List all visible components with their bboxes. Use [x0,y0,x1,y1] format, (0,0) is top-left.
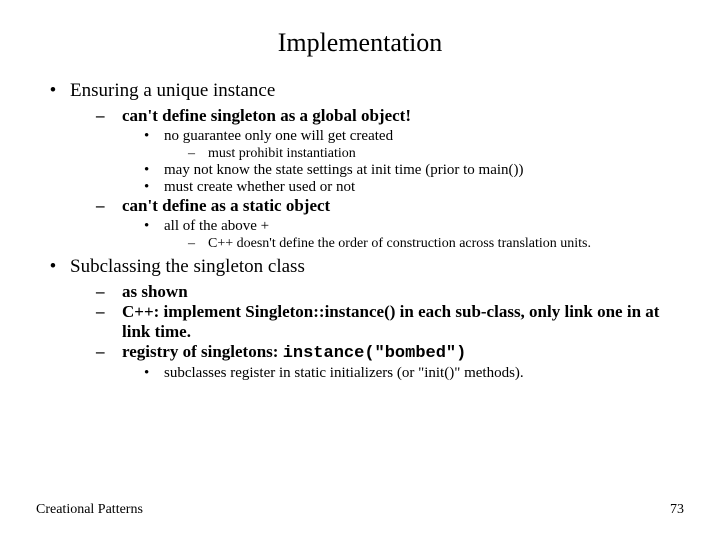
bullet-l4: – [188,146,208,162]
footer-left: Creational Patterns [36,502,143,518]
bullet-l2: – [96,282,122,302]
sec2-c-i-text: subclasses register in static initialize… [164,365,524,382]
sec1-b-i-sub: – C++ doesn't define the order of constr… [188,236,684,252]
bullet-l1: • [36,256,70,278]
sec1-item-a: – can't define singleton as a global obj… [96,106,684,196]
sec1-a-ii: • may not know the state settings at ini… [144,162,684,179]
bullet-l2: – [96,342,122,362]
sec2-c-pre: registry of singletons: [122,342,283,361]
sec1-a-iii: • must create whether used or not [144,179,684,196]
sec2-item-a: – as shown [96,282,684,302]
sec2-b-text: C++: implement Singleton::instance() in … [122,302,684,342]
sec1-b-text: can't define as a static object [122,196,330,216]
bullet-l2: – [96,196,122,216]
bullet-l3: • [144,128,164,145]
sec1-a-i: • no guarantee only one will get created… [144,128,684,162]
sec2-item-b: – C++: implement Singleton::instance() i… [96,302,684,342]
bullet-l4: – [188,236,208,252]
bullet-l3: • [144,218,164,235]
sec1-item-b: – can't define as a static object • all … [96,196,684,252]
page-number: 73 [670,502,684,518]
sec1-a-i-text: no guarantee only one will get created [164,128,393,145]
sec2-item-c: – registry of singletons: instance("bomb… [96,342,684,382]
slide-footer: Creational Patterns 73 [36,502,684,518]
slide-title: Implementation [36,28,684,58]
bullet-l3: • [144,179,164,196]
sec1-b-i-text: all of the above + [164,218,269,235]
sec2-c-code: instance("bombed") [283,344,467,363]
section-2-heading: Subclassing the singleton class [70,256,305,278]
section-1-heading: Ensuring a unique instance [70,80,275,102]
sec1-a-ii-text: may not know the state settings at init … [164,162,524,179]
sec1-a-iii-text: must create whether used or not [164,179,355,196]
sec1-b-i: • all of the above + – C++ doesn't defin… [144,218,684,252]
bullet-l3: • [144,162,164,179]
sec1-a-text: can't define singleton as a global objec… [122,106,411,126]
bullet-l2: – [96,302,122,322]
sec2-c-i: • subclasses register in static initiali… [144,365,684,382]
sec2-a-text: as shown [122,282,188,302]
bullet-l3: • [144,365,164,382]
section-1: • Ensuring a unique instance – can't def… [36,80,684,252]
sec1-a-i-sub: – must prohibit instantiation [188,146,684,162]
bullet-l2: – [96,106,122,126]
sec1-a-i-sub-text: must prohibit instantiation [208,146,356,162]
sec2-c-text: registry of singletons: instance("bombed… [122,342,466,363]
bullet-l1: • [36,80,70,102]
section-2: • Subclassing the singleton class – as s… [36,256,684,382]
content-outline: • Ensuring a unique instance – can't def… [36,80,684,382]
sec1-b-i-sub-text: C++ doesn't define the order of construc… [208,236,591,252]
